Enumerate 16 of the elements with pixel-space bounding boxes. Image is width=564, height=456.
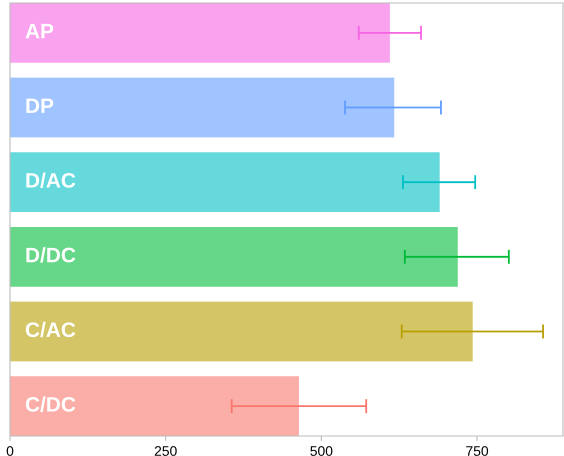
y-tick-label: D/AC	[26, 172, 76, 188]
x-tick-label: 250	[154, 446, 177, 456]
x-tick-label: 500	[310, 446, 332, 456]
bar	[10, 226, 458, 287]
x-tick-label: 750	[466, 446, 488, 456]
bar	[10, 78, 394, 138]
y-tick-label: C/AC	[26, 322, 76, 338]
x-tick-label: 0	[6, 446, 14, 456]
bar	[10, 376, 299, 436]
bar	[10, 152, 440, 212]
bar	[10, 3, 390, 63]
y-tick-label: D/DC	[26, 247, 76, 263]
y-tick-label: AP	[26, 24, 54, 38]
y-tick-label: DP	[26, 98, 54, 113]
y-tick-label: C/DC	[26, 396, 76, 412]
bar	[10, 302, 473, 362]
